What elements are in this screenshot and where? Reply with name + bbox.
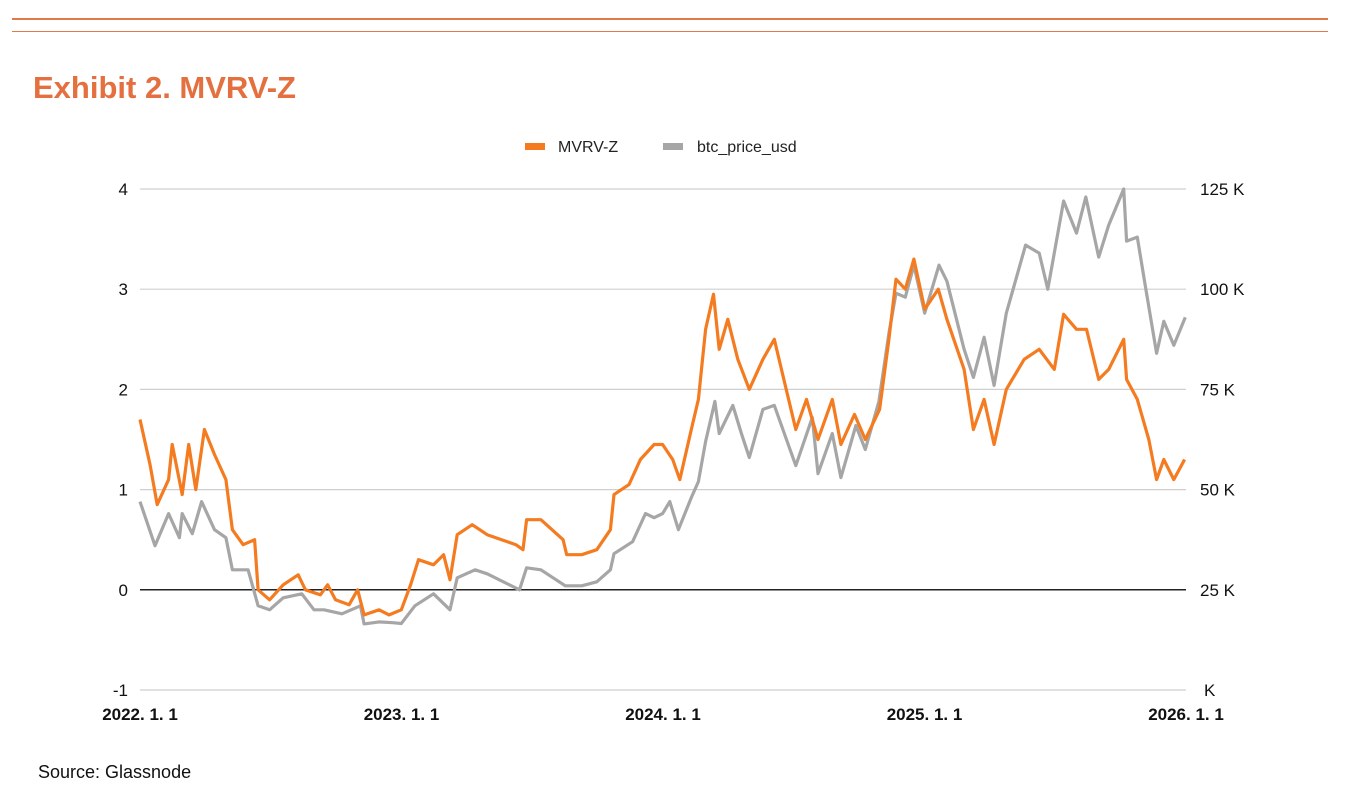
source-note: Source: Glassnode <box>38 762 192 782</box>
header-rule-thick <box>12 18 1328 20</box>
right-tick-label: 75 K <box>1200 380 1236 399</box>
gridlines <box>140 188 1186 691</box>
x-tick-label: 2024. 1. 1 <box>625 705 701 724</box>
left-tick-label: -1 <box>113 681 128 700</box>
left-tick-label: 2 <box>119 380 128 399</box>
series-line-btc-price-usd <box>138 187 1187 626</box>
right-tick-label: 50 K <box>1200 481 1236 500</box>
x-tick-label: 2026. 1. 1 <box>1148 705 1224 724</box>
right-axis-ticks: K 25 K 50 K 75 K 100 K 125 K <box>1200 180 1245 700</box>
series-line-mvrv-z <box>138 257 1187 617</box>
x-tick-label: 2023. 1. 1 <box>364 705 440 724</box>
left-tick-label: 4 <box>119 180 128 199</box>
header-rule-thin <box>12 31 1328 32</box>
right-tick-label: 25 K <box>1200 581 1236 600</box>
right-tick-label: 100 K <box>1200 280 1245 299</box>
mvrv-z-chart: MVRV-Z btc_price_usd -1 0 1 2 3 4 K 25 K 50 K 75… <box>102 139 1245 724</box>
legend-swatch-btc-price <box>663 143 683 150</box>
left-tick-label: 1 <box>119 481 128 500</box>
legend-swatch-mvrv-z <box>525 143 545 150</box>
legend-label-btc-price: btc_price_usd <box>697 139 797 156</box>
legend-label-mvrv-z: MVRV-Z <box>558 139 618 156</box>
right-tick-label: K <box>1204 681 1216 700</box>
x-axis-ticks: 2022. 1. 1 2023. 1. 1 2024. 1. 1 2025. 1. 1… <box>102 705 1224 724</box>
series-lines <box>138 187 1187 626</box>
legend: MVRV-Z btc_price_usd <box>525 139 797 156</box>
left-tick-label: 3 <box>119 280 128 299</box>
x-tick-label: 2022. 1. 1 <box>102 705 178 724</box>
right-tick-label: 125 K <box>1200 180 1245 199</box>
left-tick-label: 0 <box>119 581 128 600</box>
exhibit-title: Exhibit 2. MVRV-Z <box>33 70 296 105</box>
x-tick-label: 2025. 1. 1 <box>887 705 963 724</box>
left-axis-ticks: -1 0 1 2 3 4 <box>113 180 128 700</box>
